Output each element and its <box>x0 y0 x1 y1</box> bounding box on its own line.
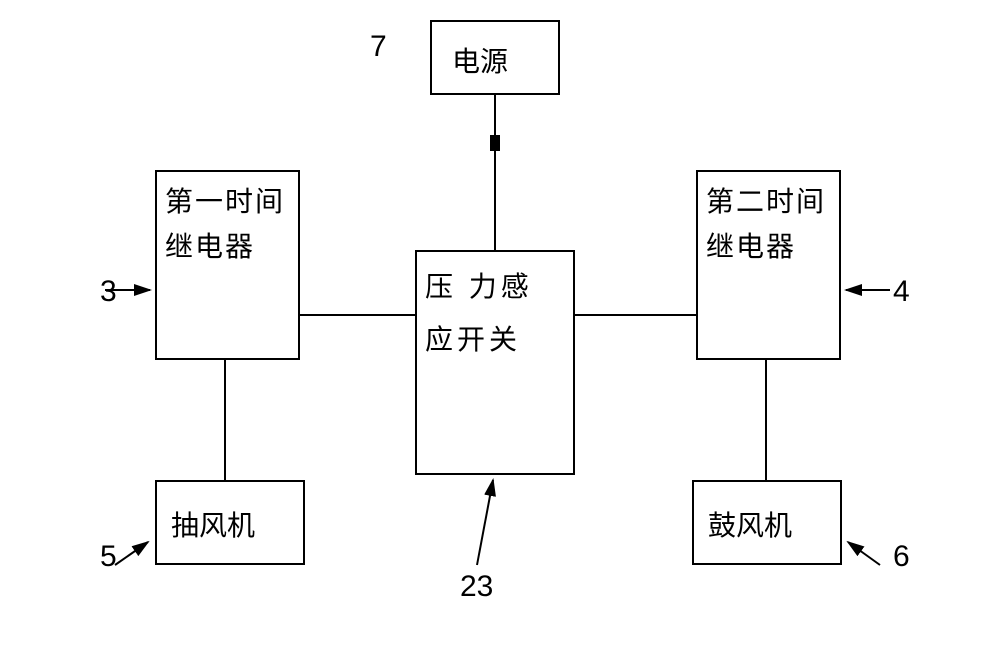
arrow-3 <box>0 0 1000 645</box>
